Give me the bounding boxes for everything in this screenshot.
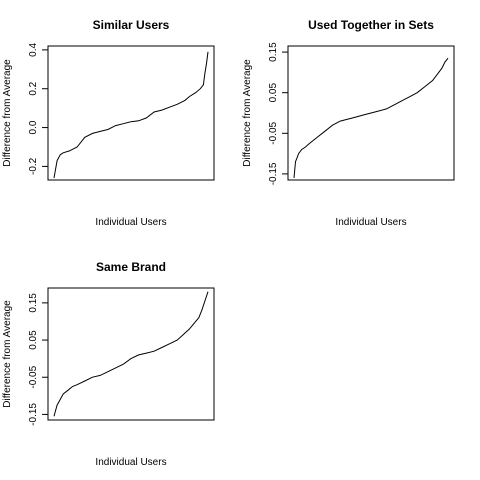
y-tick-label: -0.05 [268,121,279,144]
data-series-line [53,51,209,179]
chart-title: Similar Users [93,18,170,32]
y-tick-label: 0.05 [28,330,39,350]
y-tick-label: 0.0 [28,120,39,134]
chart-panel-1: Similar Users Individual Users Difference … [2,18,215,228]
chart-panel-2: Used Together in Sets Individual Users Dif… [242,18,455,228]
chart-title: Used Together in Sets [308,18,434,32]
y-tick-label: -0.05 [28,365,39,388]
chart-title: Same Brand [96,260,166,274]
y-tick-label: 0.4 [28,42,39,56]
plot-frame [47,287,215,421]
x-axis-label: Individual Users [335,217,406,228]
y-axis-label: Difference from Average [2,300,13,408]
y-tick-label: 0.2 [28,81,39,95]
chart-panel-3: Same Brand Individual Users Difference fro… [2,260,215,468]
x-axis-label: Individual Users [95,457,166,468]
data-series-line [53,291,209,417]
y-axis-label: Difference from Average [242,59,253,167]
y-tick-label: -0.2 [28,157,39,175]
y-tick-label: 0.15 [268,42,279,62]
y-axis-label: Difference from Average [2,59,13,167]
y-tick-label: -0.15 [268,162,279,185]
data-series-line [293,57,449,179]
plot-frame [287,45,455,181]
y-tick-label: 0.05 [268,83,279,103]
plot-frame [47,45,215,181]
x-axis-label: Individual Users [95,217,166,228]
y-tick-label: -0.15 [28,403,39,426]
y-tick-label: 0.15 [28,293,39,313]
